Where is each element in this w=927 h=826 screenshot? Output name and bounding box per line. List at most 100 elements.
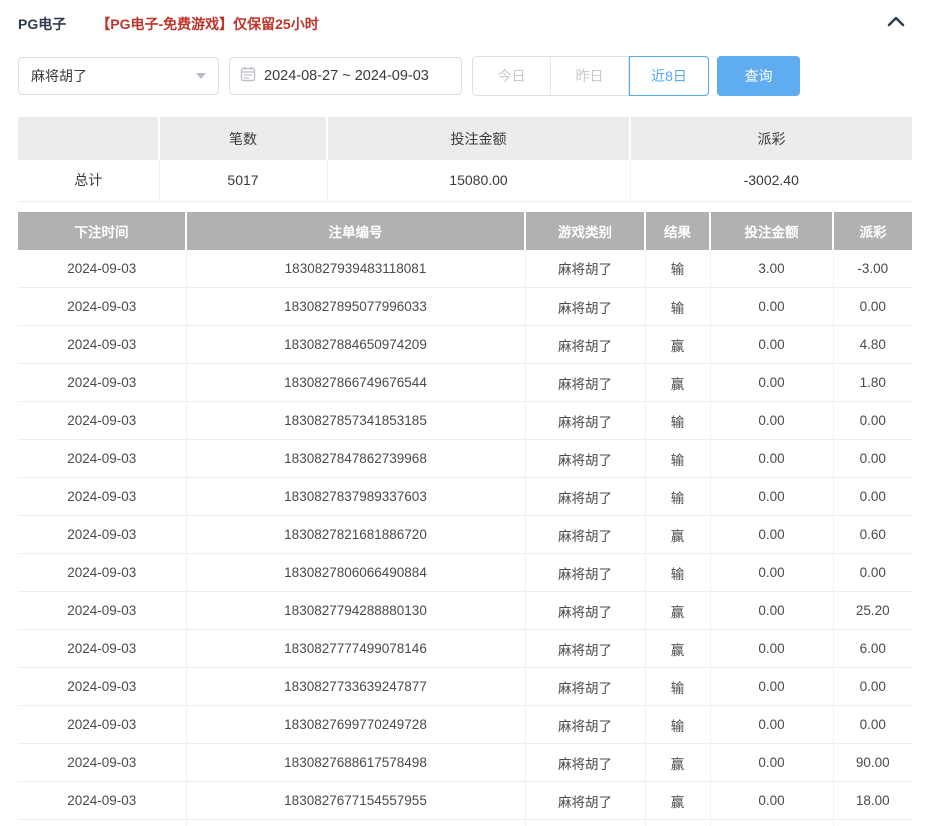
query-button[interactable]: 查询 — [717, 56, 800, 96]
cell-result: 赢 — [645, 781, 711, 820]
cell-result: 输 — [645, 553, 711, 592]
cell-payout: 0.00 — [833, 287, 912, 326]
cell-game-type: 麻将胡了 — [525, 553, 646, 592]
cell-bet-id: 1830827821681886720 — [186, 515, 526, 554]
cell-bet-time: 2024-09-03 — [18, 553, 187, 592]
cell-result: 赢 — [645, 629, 711, 668]
records-table: 下注时间 注单编号 游戏类别 结果 投注金额 派彩 2024-09-03 183… — [18, 211, 912, 826]
cell-bet-id: 1830827806066490884 — [186, 553, 526, 592]
cell-payout: 25.20 — [833, 591, 912, 630]
cell-bet-id: 1830827939483118081 — [186, 249, 526, 288]
cell-game-type: 麻将胡了 — [525, 439, 646, 478]
cell-game-type: 麻将胡了 — [525, 515, 646, 554]
quick-btn-today[interactable]: 今日 — [473, 57, 551, 95]
table-row: 2024-09-03 1830827677154557955 麻将胡了 赢 0.… — [18, 781, 912, 820]
cell-bet-amount: 0.00 — [710, 439, 834, 478]
cell-bet-id: 1830827733639247877 — [186, 667, 526, 706]
cell-bet-time: 2024-09-03 — [18, 705, 187, 744]
cell-game-type: 麻将胡了 — [525, 667, 646, 706]
table-row — [18, 819, 912, 826]
cell-bet-time: 2024-09-03 — [18, 363, 187, 402]
cell-bet-id: 1830827866749676544 — [186, 363, 526, 402]
cell-bet-amount: 0.00 — [710, 515, 834, 554]
cell-bet-id: 1830827699770249728 — [186, 705, 526, 744]
cell-game-type: 麻将胡了 — [525, 249, 646, 288]
summary-col-bet-amount: 投注金额 — [327, 117, 631, 160]
caret-down-icon — [196, 73, 206, 79]
cell-bet-time — [18, 819, 187, 826]
cell-game-type: 麻将胡了 — [525, 287, 646, 326]
table-row: 2024-09-03 1830827777499078146 麻将胡了 赢 0.… — [18, 629, 912, 668]
date-range-picker[interactable]: 2024-08-27 ~ 2024-09-03 — [229, 57, 462, 95]
cell-bet-id: 1830827688617578498 — [186, 743, 526, 782]
cell-game-type: 麻将胡了 — [525, 401, 646, 440]
table-row: 2024-09-03 1830827688617578498 麻将胡了 赢 0.… — [18, 743, 912, 782]
collapse-panel-button[interactable] — [885, 13, 907, 35]
cell-payout: 4.80 — [833, 325, 912, 364]
game-select[interactable]: 麻将胡了 — [18, 57, 219, 95]
cell-game-type: 麻将胡了 — [525, 363, 646, 402]
records-header-row: 下注时间 注单编号 游戏类别 结果 投注金额 派彩 — [18, 211, 912, 250]
summary-total-payout: -3002.40 — [630, 160, 912, 202]
table-row: 2024-09-03 1830827884650974209 麻将胡了 赢 0.… — [18, 325, 912, 364]
cell-bet-id: 1830827837989337603 — [186, 477, 526, 516]
cell-bet-amount: 0.00 — [710, 781, 834, 820]
cell-bet-time: 2024-09-03 — [18, 249, 187, 288]
quick-btn-yesterday[interactable]: 昨日 — [551, 57, 629, 95]
cell-bet-time: 2024-09-03 — [18, 667, 187, 706]
table-row: 2024-09-03 1830827794288880130 麻将胡了 赢 0.… — [18, 591, 912, 630]
cell-bet-id: 1830827895077996033 — [186, 287, 526, 326]
col-bet-time: 下注时间 — [18, 211, 187, 250]
cell-game-type: 麻将胡了 — [525, 629, 646, 668]
quick-btn-last8days[interactable]: 近8日 — [629, 56, 709, 96]
col-result: 结果 — [645, 211, 711, 250]
col-bet-id: 注单编号 — [186, 211, 526, 250]
cell-payout: 6.00 — [833, 629, 912, 668]
summary-total-row: 总计 5017 15080.00 -3002.40 — [18, 160, 912, 202]
cell-bet-amount: 0.00 — [710, 325, 834, 364]
cell-bet-time: 2024-09-03 — [18, 781, 187, 820]
cell-game-type: 麻将胡了 — [525, 591, 646, 630]
cell-bet-amount: 0.00 — [710, 743, 834, 782]
table-row: 2024-09-03 1830827895077996033 麻将胡了 输 0.… — [18, 287, 912, 326]
cell-game-type: 麻将胡了 — [525, 743, 646, 782]
summary-total-label: 总计 — [18, 160, 160, 202]
cell-bet-id — [186, 819, 526, 826]
cell-game-type: 麻将胡了 — [525, 477, 646, 516]
cell-result: 赢 — [645, 325, 711, 364]
cell-bet-id: 1830827847862739968 — [186, 439, 526, 478]
table-row: 2024-09-03 1830827866749676544 麻将胡了 赢 0.… — [18, 363, 912, 402]
cell-result: 输 — [645, 667, 711, 706]
chevron-up-icon — [887, 15, 905, 33]
table-row: 2024-09-03 1830827806066490884 麻将胡了 输 0.… — [18, 553, 912, 592]
cell-bet-amount: 0.00 — [710, 287, 834, 326]
cell-bet-time: 2024-09-03 — [18, 401, 187, 440]
cell-result: 输 — [645, 439, 711, 478]
cell-bet-amount: 0.00 — [710, 363, 834, 402]
cell-bet-time: 2024-09-03 — [18, 325, 187, 364]
summary-total-bet-amount: 15080.00 — [327, 160, 631, 202]
cell-bet-time: 2024-09-03 — [18, 629, 187, 668]
summary-header-row: 笔数 投注金额 派彩 — [18, 117, 912, 160]
game-select-value: 麻将胡了 — [31, 68, 87, 84]
cell-result: 输 — [645, 401, 711, 440]
col-bet-amount: 投注金额 — [710, 211, 834, 250]
cell-game-type: 麻将胡了 — [525, 325, 646, 364]
panel-title: PG电子 — [18, 16, 67, 32]
cell-result: 输 — [645, 705, 711, 744]
summary-col-count: 笔数 — [159, 117, 328, 160]
cell-payout: 90.00 — [833, 743, 912, 782]
table-row: 2024-09-03 1830827837989337603 麻将胡了 输 0.… — [18, 477, 912, 516]
cell-payout: 0.60 — [833, 515, 912, 554]
table-row: 2024-09-03 1830827847862739968 麻将胡了 输 0.… — [18, 439, 912, 478]
quick-range-group: 今日 昨日 近8日 — [472, 56, 709, 96]
summary-total-count: 5017 — [159, 160, 328, 202]
cell-bet-amount: 0.00 — [710, 705, 834, 744]
cell-game-type — [525, 819, 646, 826]
cell-payout: 0.00 — [833, 439, 912, 478]
cell-payout: 0.00 — [833, 553, 912, 592]
cell-bet-amount: 3.00 — [710, 249, 834, 288]
panel-notice: 【PG电子-免费游戏】仅保留25小时 — [96, 16, 319, 32]
summary-col-payout: 派彩 — [630, 117, 912, 160]
cell-result: 赢 — [645, 743, 711, 782]
